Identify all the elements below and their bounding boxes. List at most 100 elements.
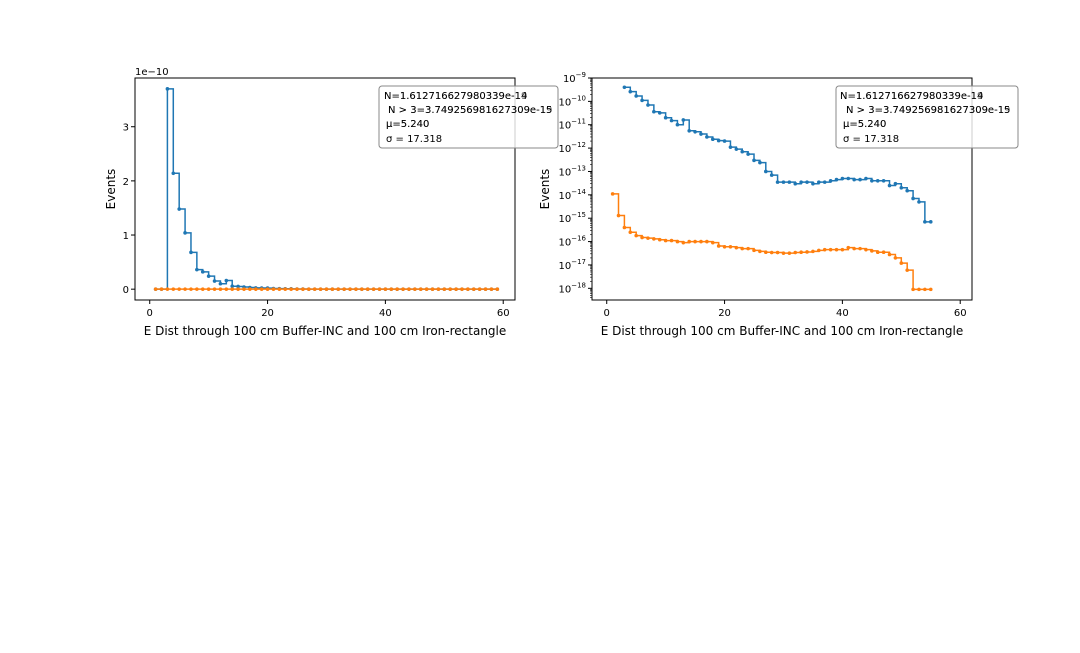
data-point-orange xyxy=(425,287,429,291)
data-point-orange xyxy=(395,287,399,291)
data-point-orange xyxy=(764,250,768,254)
data-point-orange xyxy=(846,246,850,250)
data-point-orange xyxy=(378,287,382,291)
right-plot-stats-box: N=1.61271662798033​9e-19 N=1.61271662798… xyxy=(836,86,1018,148)
data-point-orange xyxy=(852,247,856,251)
data-point-orange xyxy=(888,253,892,257)
y-tick-label: 2 xyxy=(123,177,129,188)
data-point-orange xyxy=(454,287,458,291)
data-point-blue xyxy=(888,184,892,188)
data-point-orange xyxy=(623,226,627,230)
right-plot-stat-n: N=1.61271662798033​9e-14 xyxy=(840,91,983,102)
data-point-orange xyxy=(758,250,762,254)
data-point-orange xyxy=(154,287,158,291)
data-point-orange xyxy=(841,248,845,252)
data-point-orange xyxy=(313,287,317,291)
data-point-blue xyxy=(805,180,809,184)
data-point-orange xyxy=(682,241,686,245)
data-point-orange xyxy=(336,287,340,291)
data-point-blue xyxy=(623,85,627,89)
data-point-orange xyxy=(348,287,352,291)
data-point-orange xyxy=(817,249,821,253)
data-point-blue xyxy=(682,118,686,122)
right-plot-stat-ngt3: N > 3=3.749256981627309e-15 xyxy=(846,105,1010,116)
data-point-blue xyxy=(664,116,668,120)
data-point-orange xyxy=(917,288,921,292)
data-point-orange xyxy=(219,287,223,291)
y-tick-label: 10−13 xyxy=(558,164,586,178)
data-point-orange xyxy=(611,192,615,196)
data-point-orange xyxy=(248,287,252,291)
x-tick-label: 20 xyxy=(718,308,731,319)
data-point-blue xyxy=(658,111,662,115)
data-point-blue xyxy=(646,103,650,107)
data-point-orange xyxy=(230,287,234,291)
y-tick-label: 10−10 xyxy=(558,94,586,108)
data-point-blue xyxy=(225,279,229,283)
data-point-orange xyxy=(628,230,632,234)
data-point-orange xyxy=(929,288,933,292)
x-tick-label: 60 xyxy=(497,308,510,319)
data-point-orange xyxy=(811,250,815,254)
data-point-orange xyxy=(407,287,411,291)
data-point-orange xyxy=(177,287,181,291)
data-point-orange xyxy=(676,240,680,244)
right-plot-ylabel: Events xyxy=(538,169,552,210)
x-tick-label: 0 xyxy=(604,308,610,319)
data-point-orange xyxy=(652,237,656,241)
data-point-blue xyxy=(634,94,638,98)
data-point-blue xyxy=(846,177,850,181)
data-point-blue xyxy=(640,99,644,103)
data-point-orange xyxy=(752,249,756,253)
y-tick-label: 10−11 xyxy=(558,118,586,132)
data-point-orange xyxy=(484,287,488,291)
data-point-orange xyxy=(746,247,750,251)
data-point-blue xyxy=(711,137,715,141)
data-point-orange xyxy=(236,287,240,291)
data-point-orange xyxy=(882,250,886,254)
data-point-blue xyxy=(746,152,750,156)
data-point-blue xyxy=(864,177,868,181)
data-point-orange xyxy=(301,287,305,291)
data-point-orange xyxy=(640,236,644,240)
data-point-orange xyxy=(272,287,276,291)
left-plot-stats-box: N=1.61271662798033​9e-19 N=1.61271662798… xyxy=(379,86,558,148)
data-point-blue xyxy=(764,170,768,174)
data-point-orange xyxy=(289,287,293,291)
data-point-orange xyxy=(770,251,774,255)
data-point-orange xyxy=(360,287,364,291)
data-point-orange xyxy=(864,248,868,252)
data-point-blue xyxy=(900,186,904,190)
data-point-blue xyxy=(817,180,821,184)
x-tick-label: 0 xyxy=(147,308,153,319)
data-point-blue xyxy=(201,270,205,274)
data-point-blue xyxy=(676,123,680,127)
data-point-orange xyxy=(325,287,329,291)
right-plot-stat-sigma: σ = 17.318 xyxy=(843,134,899,145)
data-point-orange xyxy=(905,268,909,272)
data-point-orange xyxy=(295,287,299,291)
data-point-blue xyxy=(782,180,786,184)
data-point-orange xyxy=(858,247,862,251)
data-point-orange xyxy=(242,287,246,291)
left-plot-stat-mu: μ=5.240 xyxy=(386,119,429,130)
series-line-orange xyxy=(613,194,931,290)
data-point-orange xyxy=(307,287,311,291)
x-tick-label: 40 xyxy=(379,308,392,319)
y-tick-label: 10−17 xyxy=(558,258,586,272)
data-point-blue xyxy=(177,207,181,211)
data-point-orange xyxy=(664,239,668,243)
data-point-blue xyxy=(911,197,915,201)
data-point-orange xyxy=(443,287,447,291)
data-point-orange xyxy=(735,246,739,250)
data-point-blue xyxy=(823,180,827,184)
data-point-orange xyxy=(900,261,904,265)
data-point-blue xyxy=(207,274,211,278)
data-point-orange xyxy=(437,287,441,291)
data-point-blue xyxy=(183,231,187,235)
data-point-orange xyxy=(699,240,703,244)
data-point-orange xyxy=(776,251,780,255)
data-point-orange xyxy=(166,287,170,291)
data-point-blue xyxy=(793,182,797,186)
data-point-orange xyxy=(717,244,721,248)
